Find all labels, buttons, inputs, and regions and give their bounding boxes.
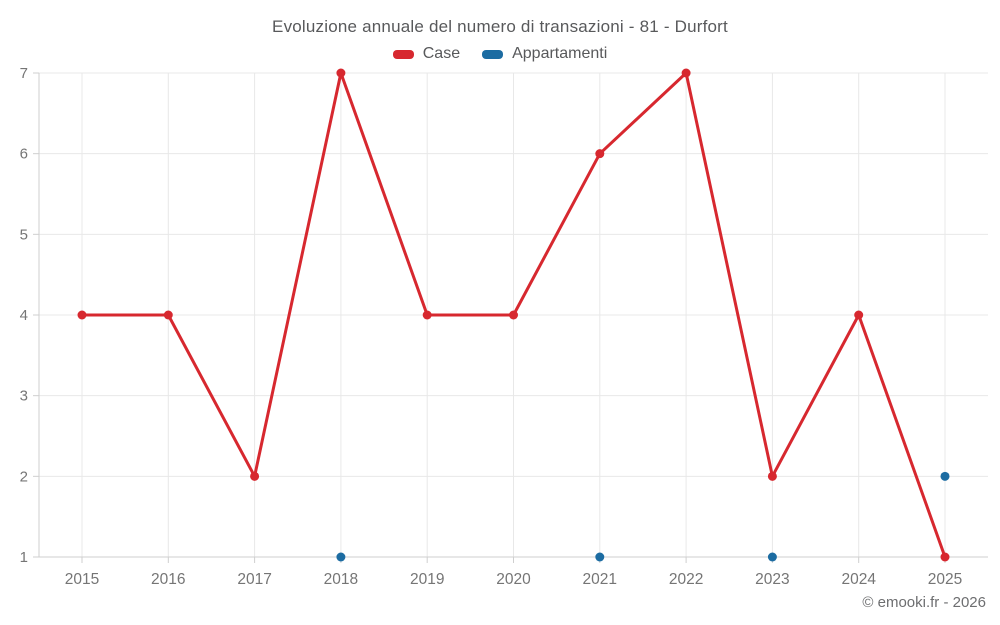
data-point (336, 552, 346, 562)
chart-legend: Case Appartamenti (0, 45, 1000, 63)
data-point (336, 68, 346, 78)
data-point (767, 552, 777, 562)
gridlines (39, 72, 988, 558)
y-tick-label: 7 (20, 65, 28, 82)
x-tick-label: 2020 (496, 571, 531, 588)
y-tick-label: 3 (20, 388, 28, 405)
data-point (595, 149, 605, 159)
x-tick-label: 2022 (669, 571, 703, 588)
y-tick-label: 4 (20, 307, 28, 324)
data-point (422, 310, 432, 320)
series-case (77, 68, 950, 562)
y-tick-label: 6 (20, 146, 28, 163)
copyright-credit: © emooki.fr - 2026 (862, 594, 986, 611)
x-tick-label: 2017 (237, 571, 271, 588)
data-point (681, 68, 691, 78)
legend-item-case[interactable]: Case (392, 45, 461, 63)
legend-label-appartamenti: Appartamenti (512, 45, 608, 62)
data-point (509, 310, 518, 320)
x-tick-label: 2025 (928, 571, 962, 588)
legend-swatch-case-icon (392, 49, 414, 59)
x-tick-label: 2018 (324, 571, 358, 588)
axis-tick-labels: 1 2 3 4 5 6 7 2015 2016 2017 2018 2019 2020 2021 2022 2… (20, 65, 963, 588)
x-tick-label: 2024 (841, 571, 876, 588)
data-point (163, 310, 173, 320)
data-point (767, 471, 777, 481)
series-appartamenti (336, 471, 950, 562)
x-tick-label: 2016 (151, 571, 185, 588)
data-point (250, 471, 260, 481)
x-tick-label: 2021 (583, 571, 617, 588)
x-tick-label: 2023 (755, 571, 789, 588)
data-point (940, 552, 950, 562)
x-tick-label: 2019 (410, 571, 444, 588)
y-tick-label: 5 (20, 226, 28, 243)
chart-title: Evoluzione annuale del numero di transaz… (272, 17, 728, 36)
x-tick-label: 2015 (65, 571, 99, 588)
data-point (940, 471, 950, 481)
data-point (77, 310, 87, 320)
data-point (595, 552, 605, 562)
y-tick-label: 2 (20, 468, 28, 485)
legend-swatch-appartamenti-icon (482, 49, 504, 59)
y-tick-label: 1 (20, 549, 28, 566)
legend-label-case: Case (422, 45, 461, 62)
legend-item-appartamenti[interactable]: Appartamenti (482, 45, 607, 63)
data-point (854, 310, 864, 320)
